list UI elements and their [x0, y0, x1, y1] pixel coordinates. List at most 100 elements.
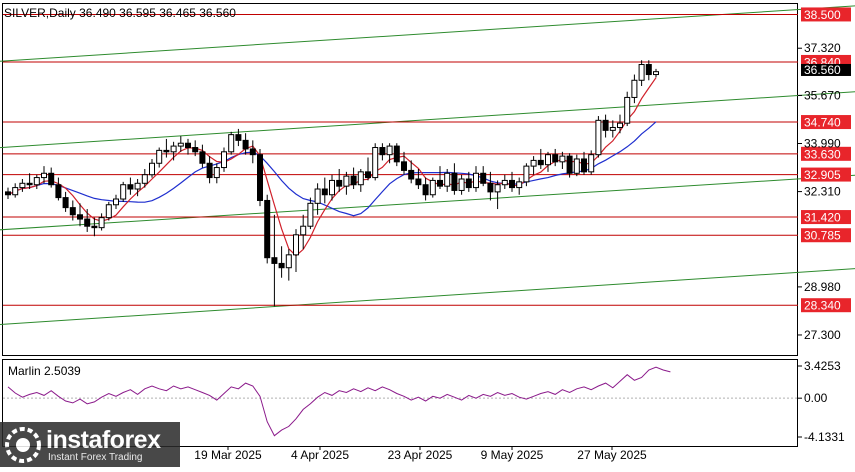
candle	[156, 147, 163, 168]
candle	[307, 197, 314, 230]
channel-lines	[0, 5, 855, 326]
candle	[221, 147, 227, 172]
candle-body	[523, 165, 530, 183]
candle	[602, 114, 609, 138]
candle	[458, 174, 465, 195]
candle-body	[573, 158, 580, 174]
candle	[343, 171, 350, 195]
chart-title: SILVER,Daily 36.490 36.595 36.465 36.560	[4, 6, 236, 20]
candle	[26, 173, 33, 190]
candle-body	[314, 188, 321, 204]
price-tick-label: 27.300	[804, 328, 841, 342]
candle	[149, 158, 155, 178]
candle-body	[91, 225, 98, 229]
candle	[372, 143, 379, 181]
candle-body	[149, 162, 155, 176]
candle	[314, 183, 321, 215]
fast-moving-average	[7, 77, 657, 257]
level-label-bg	[801, 167, 851, 182]
candle-body	[285, 254, 292, 269]
candle-body	[307, 202, 314, 227]
candle	[257, 148, 263, 207]
candle	[84, 209, 91, 232]
candle	[581, 151, 587, 175]
candle	[365, 157, 371, 181]
indicator-tick-label: 0.00	[804, 391, 828, 405]
channel-lower	[0, 268, 855, 326]
candle-body	[199, 151, 206, 164]
indicator-tick-label: -4.1331	[804, 430, 845, 444]
candle	[285, 249, 292, 281]
candle-body	[645, 64, 652, 76]
level-label: 28.340	[804, 299, 841, 313]
candle	[271, 214, 278, 307]
indicator-pane-border	[2, 359, 798, 447]
candle	[163, 138, 170, 158]
price-tick-label: 37.320	[804, 41, 841, 55]
candle-body	[653, 71, 659, 76]
indicator-tick-label: 3.4253	[804, 359, 841, 373]
candle	[5, 187, 11, 200]
candle-body	[120, 184, 127, 200]
candle-body	[624, 96, 631, 124]
candle	[609, 120, 616, 138]
candle	[12, 183, 19, 198]
indicator-name: Marlin 2.5039	[8, 364, 81, 378]
candle-body	[206, 162, 213, 179]
candle-body	[336, 179, 343, 187]
candle	[537, 148, 544, 169]
candle-body	[141, 174, 148, 184]
candle-body	[631, 79, 638, 98]
candle-body	[480, 172, 487, 184]
candle	[653, 68, 659, 78]
candle-body	[393, 145, 400, 163]
candle-body	[559, 155, 566, 163]
candle-body	[278, 262, 285, 269]
candle-body	[458, 178, 465, 191]
horizontal-levels: 38.50036.84034.74033.63032.90531.42030.7…	[3, 7, 851, 313]
candle-body	[127, 184, 134, 190]
candle-body	[537, 159, 544, 166]
candle-body	[401, 161, 407, 171]
candle-body	[465, 178, 472, 189]
candle	[573, 154, 580, 177]
candle	[408, 160, 415, 184]
candle-body	[170, 145, 177, 153]
candle-body	[113, 198, 119, 206]
candle-body	[365, 171, 371, 179]
candle	[213, 163, 220, 184]
current-price-bg	[801, 63, 851, 76]
candle	[523, 163, 530, 187]
candle	[494, 180, 501, 210]
candle	[566, 153, 573, 178]
candle	[41, 166, 47, 184]
candle	[530, 156, 537, 175]
candle	[473, 166, 479, 192]
candle	[300, 214, 307, 250]
candle-body	[487, 182, 494, 193]
candle-body	[509, 179, 515, 189]
candle	[444, 168, 451, 192]
chart-frame	[2, 3, 798, 447]
watermark-tagline: Instant Forex Trading	[48, 452, 143, 463]
level-label-bg	[801, 115, 851, 130]
candle	[199, 144, 206, 168]
candle	[33, 174, 40, 190]
candle-body	[602, 119, 609, 131]
candle-body	[609, 126, 616, 131]
level-label: 30.785	[804, 229, 841, 243]
candle-body	[329, 179, 335, 196]
candle	[249, 140, 256, 164]
candle-body	[451, 172, 458, 191]
current-price-label: 36.560	[804, 63, 841, 77]
candle-body	[213, 167, 220, 179]
candle-body	[581, 158, 587, 173]
candle	[451, 163, 458, 195]
candle	[645, 60, 652, 81]
candle-body	[77, 214, 83, 220]
level-label: 32.905	[804, 168, 841, 182]
candle	[69, 200, 76, 221]
candle-body	[429, 179, 436, 196]
candle-body	[271, 257, 278, 264]
